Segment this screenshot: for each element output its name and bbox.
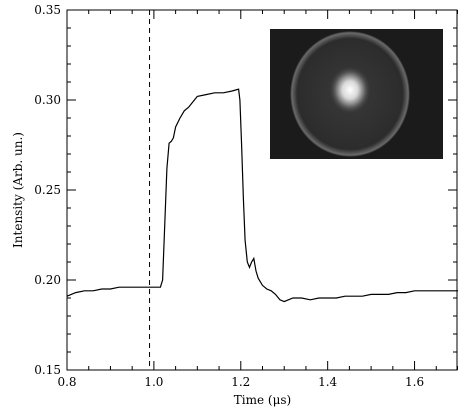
inset-bright-spot	[328, 65, 372, 115]
x-tick-label: 1.2	[231, 375, 250, 389]
y-tick-label: 0.15	[34, 363, 61, 377]
y-axis-title: Intensity (Arb. un.)	[11, 132, 25, 248]
y-tick-label: 0.25	[34, 183, 61, 197]
series-line	[66, 88, 458, 303]
y-tick-label: 0.35	[34, 3, 61, 17]
y-tick-label: 0.30	[34, 93, 61, 107]
x-tick-label: 0.8	[57, 375, 76, 389]
tick-labels: 0.8 1.0 1.2 1.4 1.6 0.15 0.20 0.25 0.30 0.35	[34, 3, 424, 389]
x-tick-label: 1.4	[318, 375, 337, 389]
x-tick-label: 1.0	[144, 375, 163, 389]
tick-marks	[66, 9, 458, 371]
y-tick-label: 0.20	[34, 273, 61, 287]
x-tick-label: 1.6	[405, 375, 424, 389]
x-axis-title: Time (μs)	[234, 393, 291, 407]
inset-photo	[270, 29, 443, 159]
